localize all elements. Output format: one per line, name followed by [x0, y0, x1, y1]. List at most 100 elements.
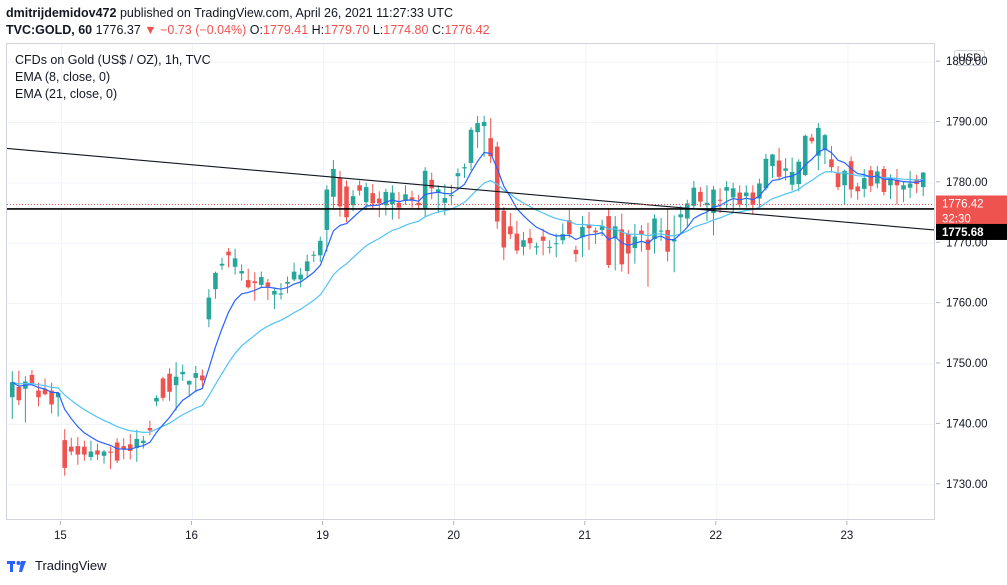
candle [9, 371, 15, 419]
candle [776, 147, 782, 180]
price-chart[interactable] [7, 44, 935, 520]
candle-body [868, 170, 874, 186]
candle [101, 449, 107, 464]
candle [29, 370, 35, 384]
legend-ema-slow[interactable]: EMA (21, close, 0) [15, 87, 118, 101]
ema-fast-line [11, 147, 924, 451]
candle [55, 391, 61, 417]
candle-body [200, 375, 205, 381]
candle-body [776, 160, 782, 177]
candle [920, 172, 926, 197]
candle-body [422, 170, 428, 209]
candle [848, 156, 854, 198]
footer-brand[interactable]: TradingView [6, 558, 107, 573]
candle [671, 215, 677, 273]
time-tick-label: 16 [185, 530, 198, 542]
candle [724, 181, 729, 210]
candle-body [55, 392, 61, 398]
candle [704, 185, 710, 221]
candle-body [540, 236, 546, 241]
candle-body [449, 194, 454, 197]
candle [763, 153, 769, 191]
candle [481, 115, 487, 157]
legend-ema-fast[interactable]: EMA (8, close, 0) [15, 70, 111, 84]
price-tick-label: 1750.00 [946, 358, 988, 370]
open-label: O: [249, 23, 263, 37]
candle-body [475, 123, 480, 133]
candle-body [789, 172, 795, 185]
candle [455, 168, 461, 191]
candle [514, 220, 520, 255]
candle-body [62, 440, 67, 468]
candle [134, 429, 140, 462]
candle [757, 178, 762, 208]
candle-body [114, 442, 120, 461]
candle [855, 182, 860, 200]
author-name[interactable]: dmitrijdemidov472 [6, 6, 117, 20]
candle [272, 287, 277, 310]
candle-body [547, 246, 552, 248]
candle [875, 165, 880, 189]
candle [311, 251, 317, 262]
candle-body [121, 446, 126, 450]
candle [350, 190, 356, 212]
candle-body [567, 220, 572, 235]
last-price-label: 1776.42 [942, 198, 984, 210]
candle-body [560, 234, 566, 241]
candle [802, 134, 808, 177]
candle-body [521, 240, 526, 247]
candle [540, 228, 546, 256]
low-value: 1774.80 [383, 23, 429, 37]
candle-body [534, 246, 539, 248]
candle-body [671, 239, 677, 242]
candle-body [665, 229, 670, 252]
candle [488, 118, 493, 163]
candle [324, 185, 330, 252]
candle [894, 168, 900, 205]
price-axis[interactable]: 1730.00 1740.00 1750.00 1760.00 1770.00 1780.… [936, 43, 1007, 520]
candle [219, 257, 225, 270]
time-tick-label: 23 [840, 530, 853, 542]
candle-body [599, 226, 605, 230]
candle-body [357, 185, 362, 191]
candle [245, 268, 251, 289]
change-value: ▼ −0.73 (−0.04%) [144, 23, 247, 37]
open-value: 1779.41 [262, 23, 309, 37]
candle [396, 191, 402, 220]
candle [75, 437, 81, 465]
candle [881, 165, 887, 196]
candle-body [619, 229, 625, 265]
candle-body [173, 376, 179, 386]
published-text: published on TradingView.com, April 26, … [119, 6, 454, 20]
candle [200, 369, 205, 387]
candle-body [626, 233, 631, 254]
currency-button[interactable]: USD [954, 50, 986, 66]
high-label: H: [311, 23, 325, 37]
candle-body [75, 446, 81, 455]
candle-body [252, 281, 258, 284]
candle-body [822, 135, 828, 151]
candle-body [685, 203, 690, 219]
price-tick-label: 1800.00 [946, 56, 988, 68]
candle [42, 378, 48, 396]
ema-slow-line [12, 170, 924, 434]
chart-pane[interactable] [6, 43, 935, 520]
time-tick-label: 21 [578, 530, 591, 542]
candle [534, 242, 539, 255]
price-tick-label: 1730.00 [946, 479, 988, 491]
candle [658, 217, 664, 241]
candle-body [272, 290, 277, 295]
last-price-tag [936, 195, 1007, 228]
candle [285, 276, 290, 294]
candle-body [698, 191, 703, 202]
candle [173, 362, 179, 411]
candle [68, 437, 74, 456]
candle-body [383, 191, 389, 206]
candle-body [632, 236, 638, 249]
candle [586, 211, 592, 250]
candle-body [127, 444, 133, 451]
candle [901, 181, 906, 203]
candle-body [409, 197, 415, 200]
time-axis[interactable]: 151619202122232627 [6, 521, 935, 545]
candle [691, 181, 697, 209]
